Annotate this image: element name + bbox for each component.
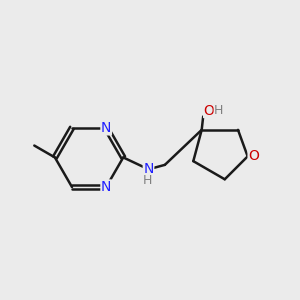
Text: O: O [204, 103, 214, 118]
Text: H: H [214, 104, 224, 117]
Text: N: N [101, 121, 111, 135]
Text: N: N [101, 180, 111, 194]
Text: H: H [142, 174, 152, 187]
Text: N: N [143, 162, 154, 176]
Text: O: O [248, 149, 259, 164]
